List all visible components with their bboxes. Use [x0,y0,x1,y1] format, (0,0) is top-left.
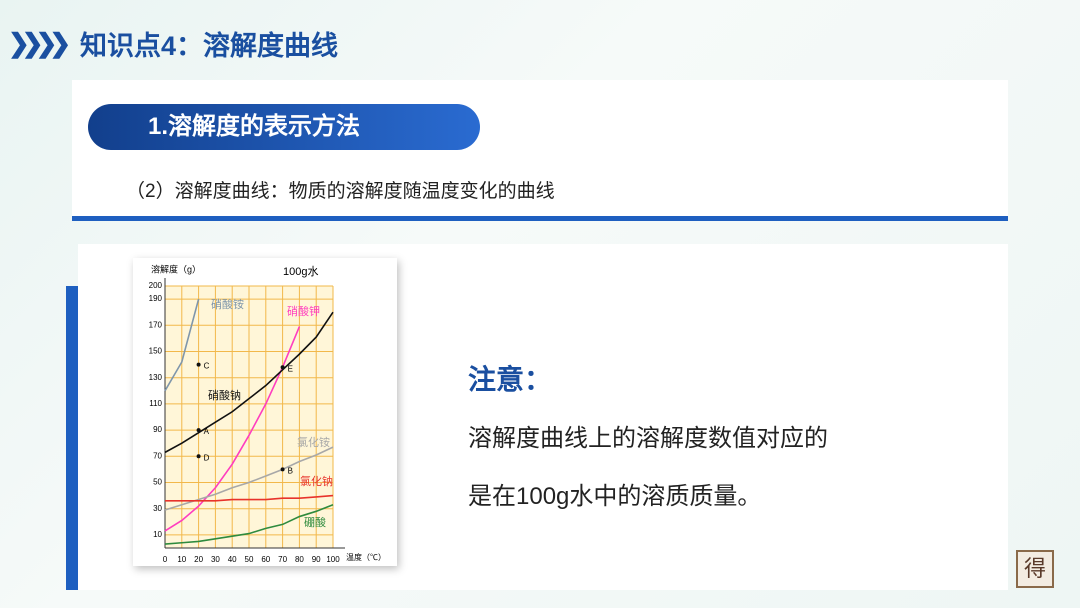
point [280,467,285,472]
x-tick-label: 70 [278,555,287,564]
chart-title: 100g水 [283,265,318,278]
chart: 10 30 50 70 90 110 130 150 170 190 200 0 10 20 30 40 50 6… [133,258,397,566]
x-tick-label: 0 [163,555,168,564]
note-line: 是在100g水中的溶质质量。 [468,483,762,510]
x-tick-label: 80 [295,555,304,564]
section-subtitle: （2）溶解度曲线：物质的溶解度随温度变化的曲线 [126,181,555,202]
point-label: C [204,362,210,371]
x-tick-label: 50 [245,555,254,564]
series-label: 硝酸钠 [208,388,241,402]
note-line: 溶解度曲线上的溶解度数值对应的 [468,425,828,452]
section-pill: 1.溶解度的表示方法 [88,104,480,150]
series-label: 氯化钠 [300,474,333,488]
x-axis-label: 温度（℃） [346,552,386,562]
series-label: 硼酸 [304,515,326,529]
y-tick-label: 150 [149,347,163,356]
series-line [164,298,200,392]
y-tick-label: 200 [149,281,163,290]
y-tick-label: 110 [149,399,162,408]
y-axis-label: 溶解度（g） [151,263,201,274]
y-tick-label: 170 [149,320,163,329]
note-title: 注意： [468,364,553,395]
point-label: B [288,467,293,476]
y-tick-label: 10 [153,530,162,539]
x-tick-label: 60 [261,555,270,564]
y-tick-label: 30 [153,504,162,513]
y-tick-label: 190 [149,294,163,303]
x-tick-label: 40 [228,555,237,564]
top-card [72,80,1008,221]
stamp: 得 [1016,550,1054,588]
series-line [164,504,334,545]
point [196,428,201,433]
series-line [164,326,301,532]
x-tick-label: 90 [312,555,321,564]
y-tick-label: 130 [149,373,163,382]
chevrons: ❯❯❯❯ [8,28,71,58]
x-tick-label: 30 [211,555,220,564]
series-line [165,494,334,502]
point [196,454,201,459]
x-tick-label: 20 [194,555,203,564]
y-tick-label: 70 [153,451,162,460]
point-label: D [204,453,210,462]
point-label: E [288,364,293,373]
y-tick-label: 90 [153,425,162,434]
series-label: 硝酸钾 [287,304,320,318]
series-line [164,311,334,454]
point [280,365,285,370]
header-title: 知识点4：溶解度曲线 [80,31,339,61]
point [196,362,201,367]
y-tick-label: 50 [153,478,162,487]
x-tick-label: 10 [177,555,186,564]
series-label: 氯化铵 [297,435,330,449]
x-tick-label: 100 [326,555,340,564]
point-label: A [204,427,210,436]
series-label: 硝酸铵 [211,297,244,311]
